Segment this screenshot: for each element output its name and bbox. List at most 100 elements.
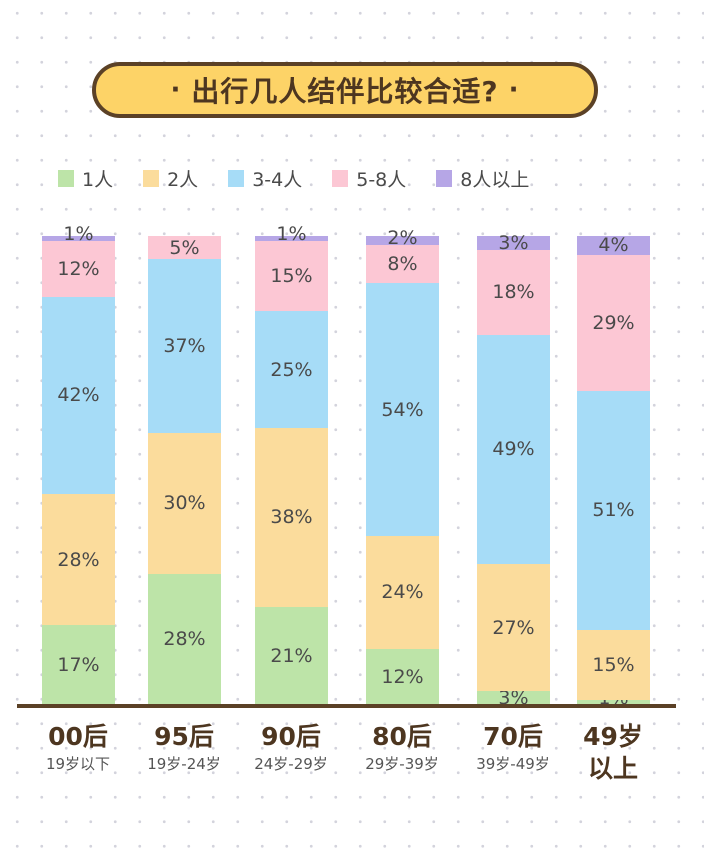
value-label: 38%	[270, 506, 313, 529]
category-sublabel: 19岁-24岁	[147, 755, 221, 773]
value-label: 18%	[492, 281, 535, 304]
legend-label: 8人以上	[460, 169, 530, 191]
bar-segment: 54%	[366, 282, 439, 537]
value-label: 15%	[592, 654, 635, 677]
legend: 1人 2人 3-4人 5-8人 8人以上	[58, 165, 559, 192]
bar-segment: 49%	[477, 334, 550, 565]
value-label: 42%	[57, 384, 100, 407]
legend-label: 3-4人	[252, 169, 303, 191]
x-axis-category: 90后 24岁-29岁	[236, 722, 346, 776]
value-label: 30%	[163, 492, 206, 515]
legend-label: 5-8人	[356, 169, 407, 191]
bar-segment: 5%	[148, 236, 221, 260]
legend-label: 1人	[82, 169, 114, 191]
legend-swatch	[58, 170, 74, 187]
value-label: 4%	[598, 234, 629, 257]
title-dot-left: ·	[170, 75, 182, 105]
bar-segment: 21%	[255, 606, 328, 705]
bar-segment: 24%	[366, 536, 439, 649]
value-label: 2%	[387, 227, 418, 250]
bar-segment: 29%	[577, 254, 650, 391]
stacked-bar: 1%15%51%29%4%	[577, 234, 650, 709]
stacked-bar: 28% 30% 37% 5%	[148, 236, 221, 705]
bar-segment: 1%	[42, 223, 115, 245]
category-label: 00后	[48, 722, 108, 751]
value-label: 3%	[498, 687, 529, 709]
bar-segment: 3%	[477, 687, 550, 709]
legend-label: 2人	[167, 169, 199, 191]
value-label: 12%	[381, 665, 424, 688]
value-label: 54%	[381, 398, 424, 421]
value-label: 1%	[276, 222, 307, 245]
legend-swatch	[143, 170, 160, 187]
bar-segment: 12%	[366, 648, 439, 705]
value-label: 28%	[163, 628, 206, 651]
legend-swatch	[228, 170, 245, 187]
legend-item: 3-4人	[228, 165, 302, 192]
value-label: 28%	[57, 548, 100, 571]
value-label: 29%	[592, 311, 635, 334]
bar-segment: 3%	[477, 232, 550, 254]
category-label: 70后	[483, 722, 543, 751]
x-axis-category: 70后 39岁-49岁	[458, 722, 568, 776]
bar-segment: 2%	[366, 227, 439, 249]
value-label: 8%	[387, 253, 418, 276]
bar-segment: 8%	[366, 245, 439, 283]
bar-segment: 1%	[255, 223, 328, 245]
stacked-bar: 12% 24% 54% 8% 2%	[366, 227, 439, 705]
legend-item: 5-8人	[332, 165, 406, 192]
bar-segment: 12%	[42, 240, 115, 297]
value-label: 1%	[63, 222, 94, 245]
value-label: 37%	[163, 335, 206, 358]
value-label: 25%	[270, 358, 313, 381]
value-label: 12%	[57, 257, 100, 280]
value-label: 27%	[492, 616, 535, 639]
bar-segment: 18%	[477, 250, 550, 335]
chart-title: · 出行几人结伴比较合适? ·	[92, 62, 598, 118]
category-label: 80后	[372, 722, 432, 751]
bar-segment: 38%	[255, 428, 328, 607]
bar-segment: 28%	[42, 493, 115, 626]
value-label: 49%	[492, 438, 535, 461]
stacked-bar: 17% 28% 42% 12% 1%	[42, 223, 115, 705]
bar-segment: 30%	[148, 433, 221, 574]
bar-segment: 4%	[577, 234, 650, 257]
stacked-bar: 3% 27% 49% 18% 3%	[477, 232, 550, 709]
stacked-bar: 21% 38% 25% 15% 1%	[255, 223, 328, 705]
value-label: 3%	[498, 232, 529, 255]
legend-swatch	[436, 170, 453, 187]
category-label: 95后	[154, 722, 214, 751]
bar-segment: 37%	[148, 259, 221, 433]
x-axis-category: 00后 19岁以下	[23, 722, 133, 776]
legend-item: 8人以上	[436, 165, 529, 192]
bar-segment: 51%	[577, 390, 650, 630]
title-text: 出行几人结伴比较合适?	[191, 75, 499, 108]
x-axis-category: 95后 19岁-24岁	[129, 722, 239, 776]
value-label: 17%	[57, 654, 100, 677]
legend-item: 2人	[143, 165, 198, 192]
category-sublabel: 29岁-39岁	[365, 755, 439, 773]
value-label: 24%	[381, 581, 424, 604]
category-sublabel: 39岁-49岁	[476, 755, 550, 773]
category-sublabel: 24岁-29岁	[254, 755, 328, 773]
bar-segment: 15%	[577, 629, 650, 701]
bar-segment: 15%	[255, 240, 328, 312]
category-label: 90后	[261, 722, 321, 751]
category-sublabel: 19岁以下	[45, 755, 111, 773]
value-label: 51%	[592, 499, 635, 522]
x-axis-category: 80后 29岁-39岁	[347, 722, 457, 776]
category-label: 49岁	[583, 722, 643, 751]
category-sublabel: 以上	[587, 754, 638, 783]
legend-item: 1人	[58, 165, 113, 192]
bar-segment: 27%	[477, 564, 550, 691]
legend-swatch	[332, 170, 349, 187]
value-label: 5%	[169, 236, 200, 259]
bar-segment: 25%	[255, 311, 328, 429]
value-label: 15%	[270, 264, 313, 287]
bar-segment: 17%	[42, 625, 115, 705]
x-axis-line	[17, 704, 676, 708]
value-label: 21%	[270, 644, 313, 667]
title-dot-right: ·	[508, 75, 520, 105]
bar-segment: 28%	[148, 573, 221, 705]
bar-segment: 42%	[42, 297, 115, 494]
